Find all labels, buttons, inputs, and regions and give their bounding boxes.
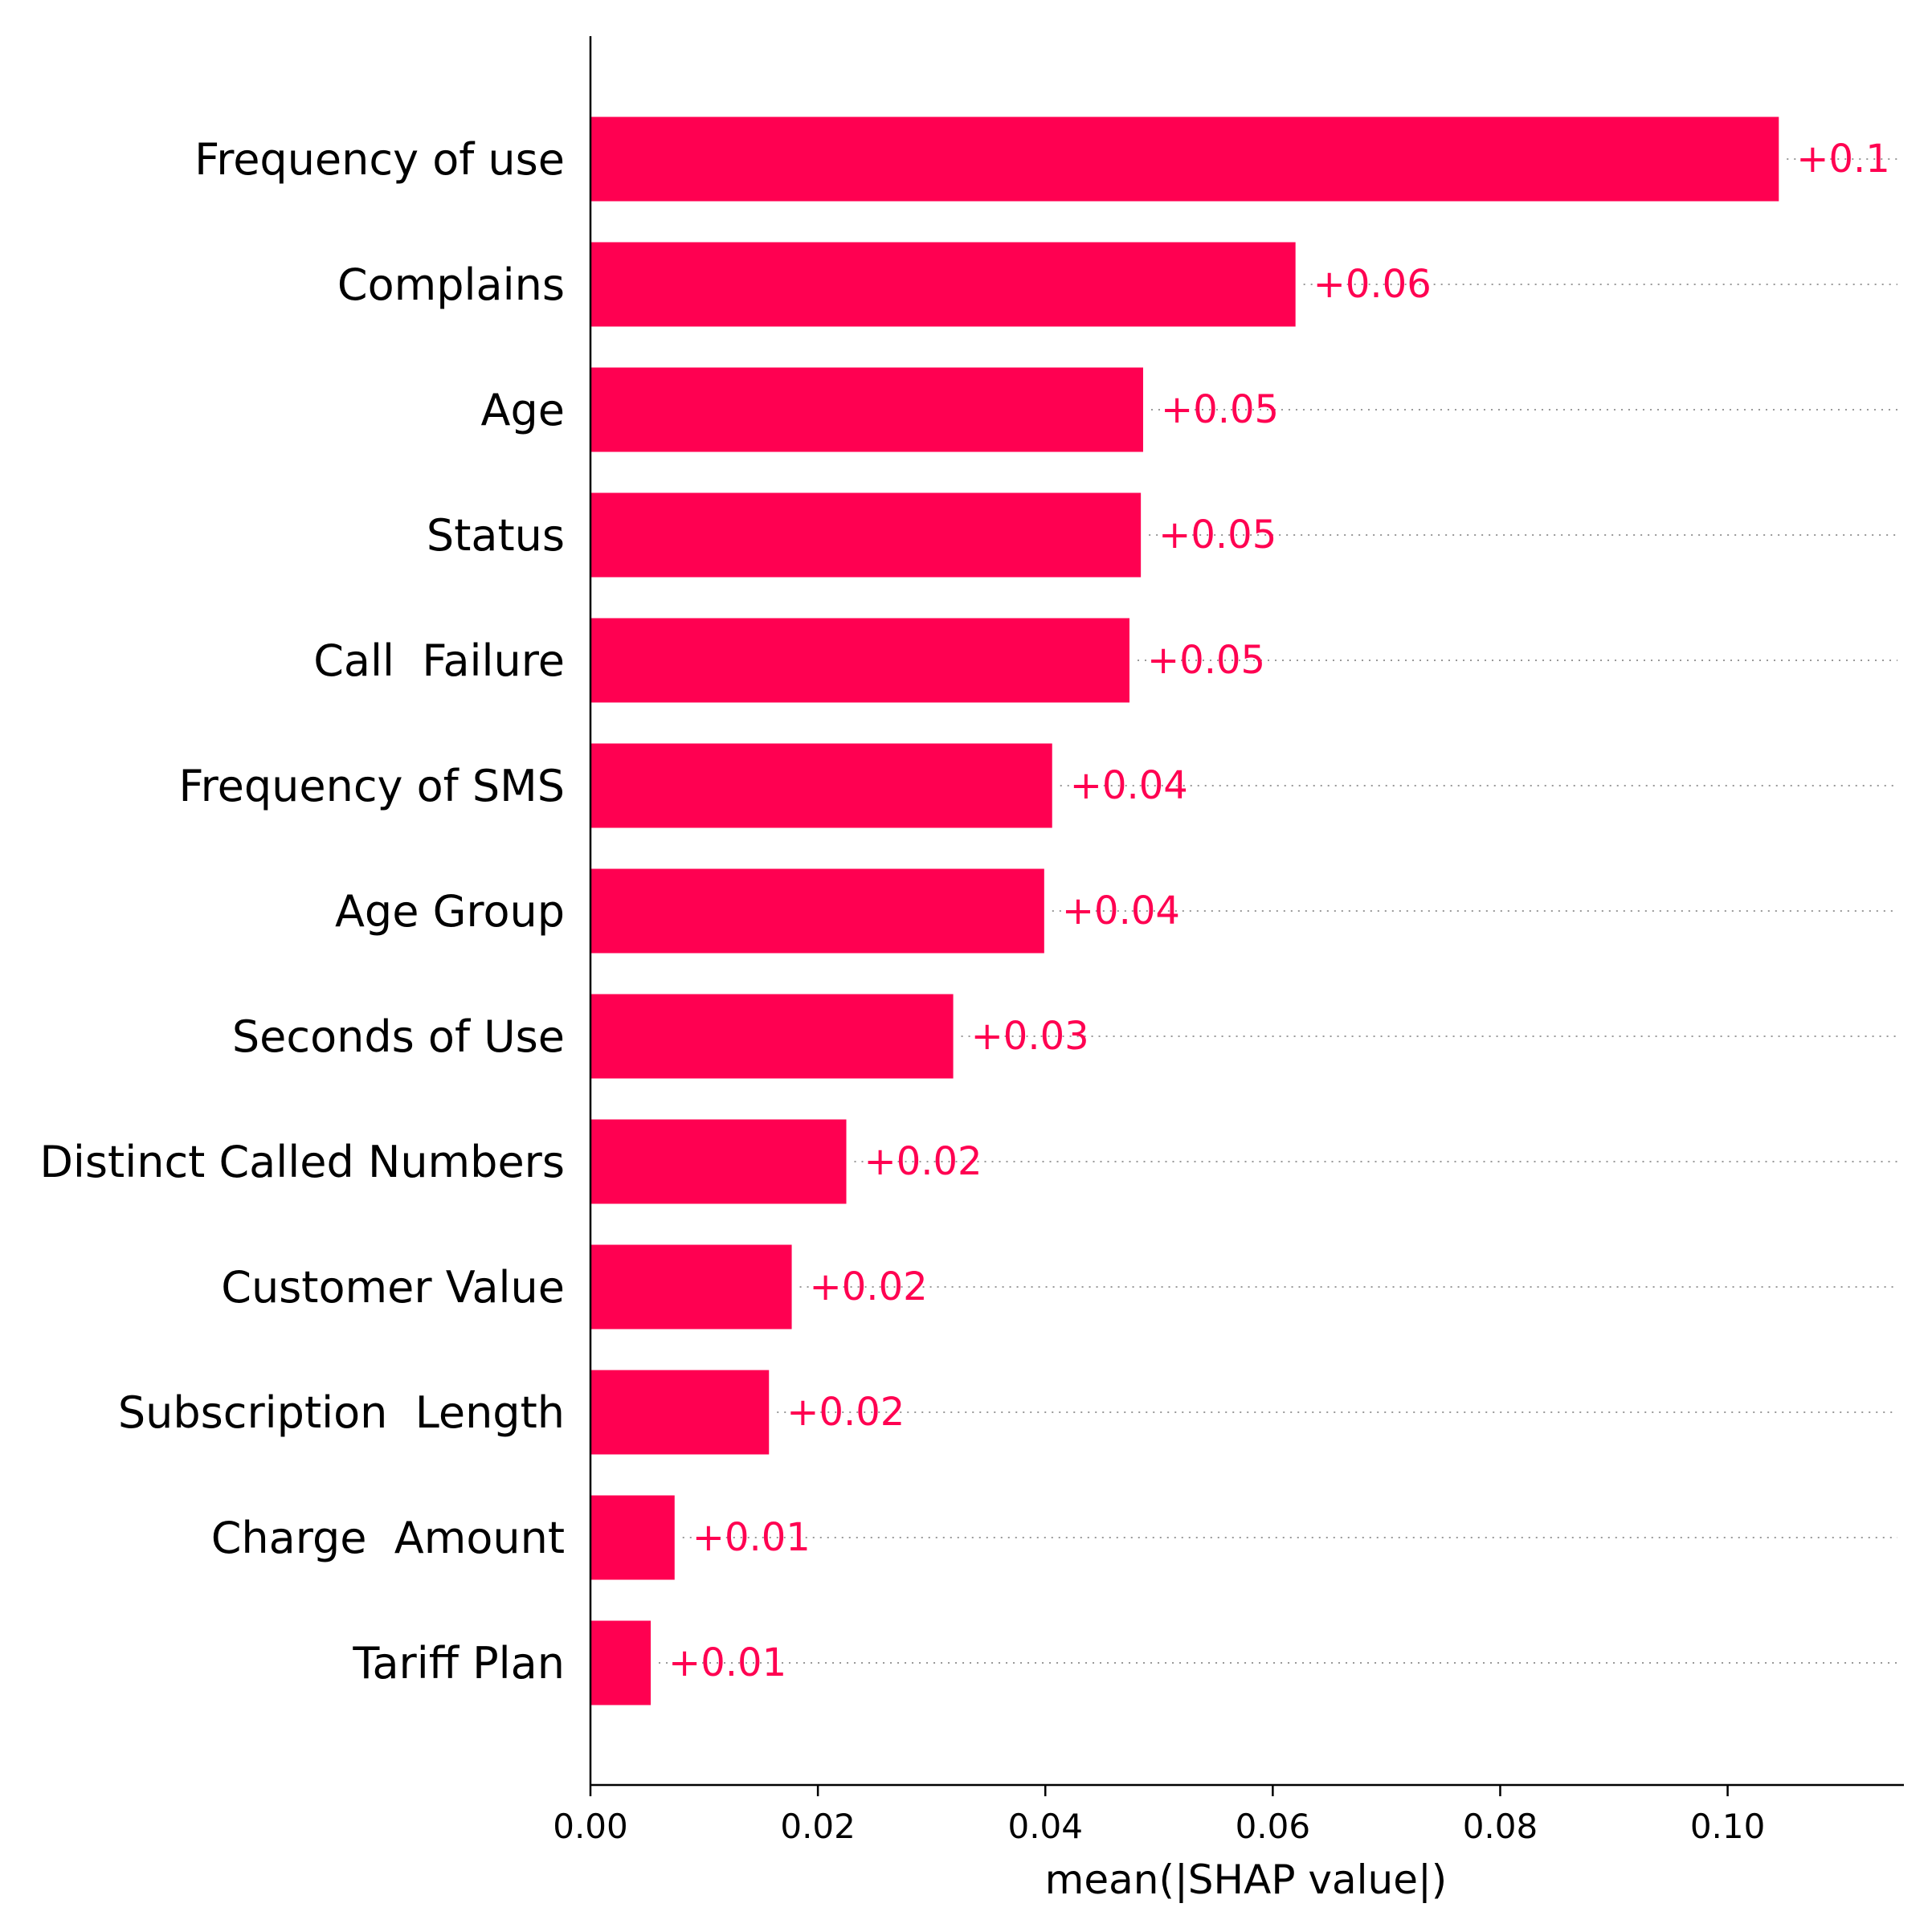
bar-10: [590, 1370, 770, 1455]
feature-label-3: Status: [427, 510, 565, 561]
value-label-5: +0.04: [1070, 763, 1188, 808]
bar-7: [590, 994, 954, 1079]
bar-5: [590, 743, 1052, 828]
x-tick-label-2: 0.04: [1007, 1807, 1083, 1846]
bar-12: [590, 1620, 652, 1705]
value-label-2: +0.05: [1161, 387, 1279, 432]
bar-11: [590, 1495, 675, 1580]
feature-label-7: Seconds of Use: [232, 1011, 565, 1062]
x-tick-label-1: 0.02: [780, 1807, 856, 1846]
value-label-4: +0.05: [1147, 638, 1265, 683]
value-label-8: +0.02: [864, 1139, 982, 1184]
x-axis-title: mean(|SHAP value|): [1045, 1856, 1448, 1903]
bar-8: [590, 1119, 847, 1204]
feature-label-1: Complains: [337, 259, 565, 310]
bar-3: [590, 492, 1142, 578]
bar-4: [590, 618, 1129, 703]
feature-label-6: Age Group: [335, 886, 565, 937]
feature-label-11: Charge Amount: [211, 1513, 565, 1563]
value-labels: +0.1 +0.06 +0.05 +0.05 +0.05 +0.04 +0.04 +0.03 +…: [668, 137, 1890, 1685]
feature-label-0: Frequency of use: [194, 134, 565, 185]
x-tick-label-0: 0.00: [553, 1807, 628, 1846]
feature-label-12: Tariff Plan: [352, 1638, 565, 1689]
value-label-12: +0.01: [668, 1640, 786, 1685]
feature-labels: Frequency of use Complains Age Status Call F…: [39, 134, 565, 1689]
value-label-6: +0.04: [1062, 888, 1180, 933]
x-ticks: 0.00 0.02 0.04 0.06 0.08 0.10: [553, 1785, 1765, 1846]
value-label-1: +0.06: [1313, 262, 1432, 307]
value-label-9: +0.02: [810, 1264, 928, 1309]
bar-6: [590, 868, 1044, 954]
x-tick-label-3: 0.06: [1236, 1807, 1311, 1846]
value-label-7: +0.03: [971, 1014, 1089, 1059]
feature-label-4: Call Failure: [313, 635, 565, 686]
feature-label-2: Age: [481, 385, 565, 435]
value-label-3: +0.05: [1158, 513, 1276, 558]
value-label-11: +0.01: [692, 1515, 811, 1560]
feature-label-10: Subscription Length: [118, 1387, 565, 1438]
bar-0: [590, 116, 1779, 202]
bar-2: [590, 367, 1143, 452]
bar-9: [590, 1244, 792, 1330]
bars: [590, 116, 1779, 1705]
x-tick-label-5: 0.10: [1690, 1807, 1766, 1846]
bar-1: [590, 242, 1296, 327]
dotted-guides: [659, 158, 1897, 1664]
x-tick-label-4: 0.08: [1463, 1807, 1538, 1846]
value-label-10: +0.02: [786, 1390, 905, 1435]
feature-label-9: Customer Value: [221, 1262, 565, 1313]
feature-label-8: Distinct Called Numbers: [39, 1137, 565, 1187]
feature-label-5: Frequency of SMS: [179, 761, 566, 811]
value-label-0: +0.1: [1796, 137, 1890, 182]
